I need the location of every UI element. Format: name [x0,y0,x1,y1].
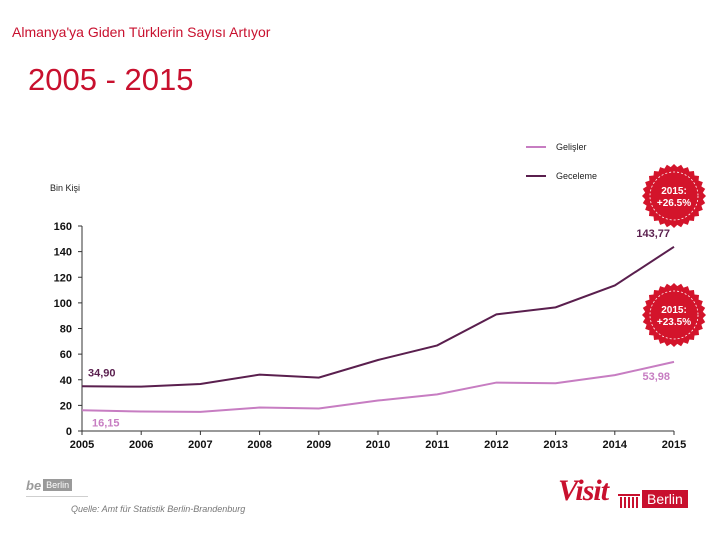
legend-label: Gelişler [556,142,587,152]
be-berlin-logo: be Berlin [26,478,73,493]
data-label: 16,15 [92,417,120,429]
x-tick-label: 2007 [188,439,212,451]
growth-badge: 2015:+26.5% [642,164,706,228]
badge-ring [649,171,699,221]
series-line-gelisler [81,360,675,413]
y-axis-label: Bin Kişi [50,183,80,193]
visit-logo-text: Visit [558,474,609,507]
visit-berlin-logo: Visit Berlin [556,474,706,514]
x-tick-label: 2012 [484,439,508,451]
x-tick-label: 2010 [366,439,390,451]
chart-legend: Gelişler Geceleme [526,142,597,181]
x-tick-label: 2015 [662,439,686,451]
brandenburg-gate-icon [618,494,640,508]
badge-line1: 2015: [661,305,687,316]
x-tick-label: 2013 [543,439,567,451]
chart-series [81,245,675,413]
x-tick-label: 2009 [307,439,331,451]
x-tick-label: 2005 [70,439,94,451]
y-tick-label: 20 [60,400,72,412]
page-title: 2005 - 2015 [28,62,194,97]
y-tick-label: 140 [54,247,72,259]
y-tick-label: 100 [54,298,72,310]
y-tick-label: 120 [54,272,72,284]
badge-ring [649,290,699,340]
y-tick-label: 0 [66,426,72,438]
legend-label: Geceleme [556,171,597,181]
chart-badges: 2015:+26.5%2015:+23.5% [642,164,706,347]
x-tick-label: 2008 [247,439,271,451]
y-tick-label: 80 [60,324,72,336]
badge-line2: +26.5% [657,198,691,209]
badge-shape [642,283,706,347]
be-logo-text: be [26,478,42,493]
badge-line1: 2015: [661,186,687,197]
data-label: 143,77 [636,228,670,240]
x-tick-label: 2006 [129,439,153,451]
data-label: 34,90 [88,367,116,379]
berlin-logo-badge: Berlin [642,490,688,508]
source-divider [26,496,88,497]
header-subtitle: Almanya'ya Giden Türklerin Sayısı Artıyo… [12,24,271,40]
source-text: Quelle: Amt für Statistik Berlin-Branden… [71,504,246,514]
y-tick-label: 160 [54,221,72,233]
x-tick-label: 2014 [603,439,628,451]
chart-axes: Bin Kişi 0 20 40 60 80 100 120 140 160 2005 2006 200… [50,183,686,451]
series-line-geceleme [81,245,675,388]
y-tick-label: 40 [60,375,72,387]
growth-badge: 2015:+23.5% [642,283,706,347]
badge-shape [642,164,706,228]
y-tick-label: 60 [60,349,72,361]
badge-line2: +23.5% [657,317,691,328]
berlin-logo-badge: Berlin [43,479,73,491]
data-label: 53,98 [642,371,670,383]
x-tick-label: 2011 [425,439,449,451]
chart-data-labels: 34,90 143,77 16,15 53,98 [88,228,670,430]
